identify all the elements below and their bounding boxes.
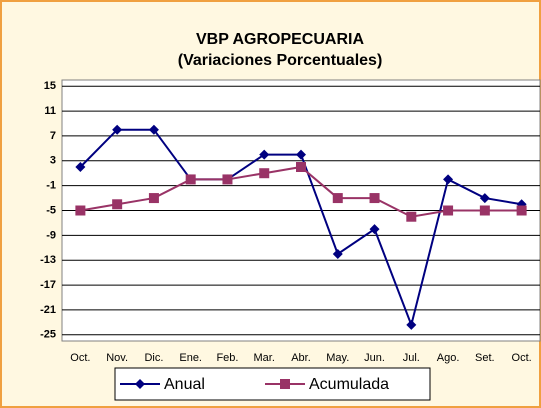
chart-title: VBP AGROPECUARIA	[196, 31, 364, 48]
x-tick-label: Dic.	[144, 352, 163, 364]
point	[148, 193, 159, 204]
x-tick-label: Set.	[475, 352, 495, 364]
point	[406, 319, 417, 330]
y-tick-label: 11	[44, 105, 56, 117]
x-tick-label: Oct.	[70, 352, 90, 364]
x-tick-label: Nov.	[106, 352, 128, 364]
y-tick-label: 7	[50, 130, 56, 142]
point	[516, 205, 527, 216]
point	[369, 224, 380, 235]
point	[479, 193, 490, 204]
y-tick-label: -21	[40, 304, 56, 316]
x-tick-label: Jun.	[364, 352, 385, 364]
x-tick-label: Ago.	[437, 352, 460, 364]
point	[75, 162, 86, 172]
point	[112, 124, 123, 135]
y-tick-label: -25	[40, 329, 56, 341]
point	[332, 193, 343, 204]
y-tick-label: 3	[50, 155, 56, 167]
legend-label: Anual	[164, 376, 205, 393]
legend-marker	[280, 379, 290, 389]
point	[75, 205, 86, 216]
point	[332, 249, 343, 259]
point	[369, 193, 380, 204]
point	[479, 205, 490, 216]
x-tick-label: Abr.	[291, 352, 311, 364]
point	[296, 149, 306, 160]
point	[148, 124, 159, 135]
y-tick-label: -5	[46, 204, 56, 216]
y-tick-label: -9	[46, 229, 56, 241]
point	[443, 205, 454, 216]
point	[406, 211, 417, 222]
x-tick-label: May.	[326, 352, 349, 364]
x-tick-label: Oct.	[512, 352, 532, 364]
point	[112, 199, 123, 210]
point	[296, 162, 306, 172]
point	[443, 174, 454, 185]
x-tick-label: Ene.	[179, 352, 202, 364]
point	[259, 168, 270, 179]
x-tick-label: Mar.	[254, 352, 275, 364]
point	[222, 174, 233, 185]
chart-subtitle: (Variaciones Porcentuales)	[178, 52, 383, 69]
x-tick-label: Jul.	[403, 352, 420, 364]
point	[185, 174, 196, 185]
y-tick-label: -17	[40, 279, 56, 291]
y-tick-label: 15	[44, 80, 56, 92]
legend-marker	[135, 379, 145, 389]
y-tick-label: -13	[40, 254, 56, 266]
x-tick-label: Feb.	[216, 352, 238, 364]
y-tick-label: -1	[46, 180, 56, 192]
legend-label: Acumulada	[309, 376, 389, 393]
point	[259, 149, 270, 160]
